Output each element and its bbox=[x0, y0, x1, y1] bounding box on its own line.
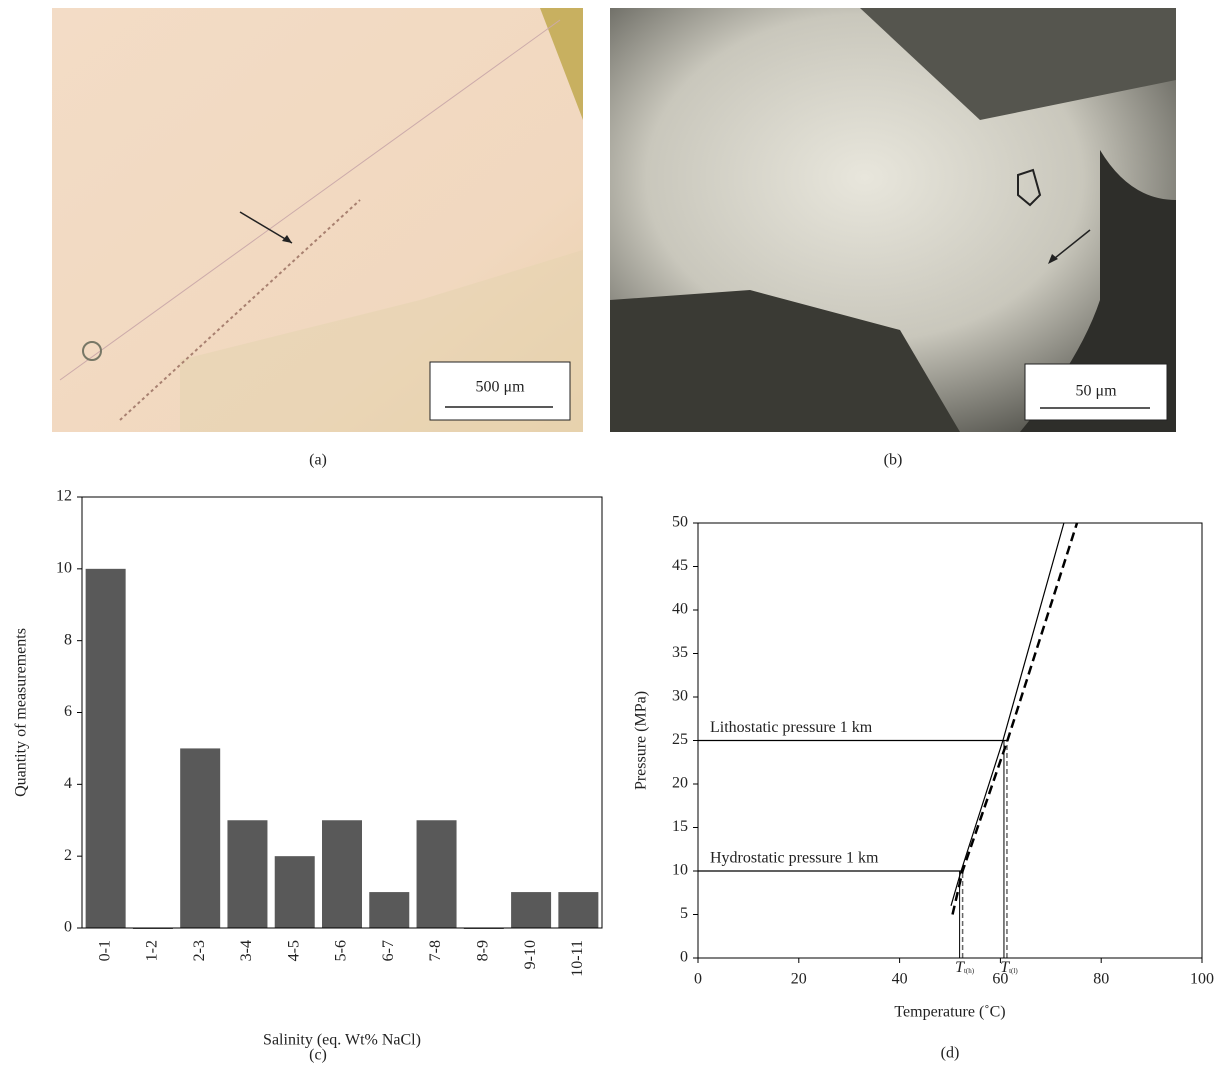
y-tick-label: 4 bbox=[64, 775, 72, 792]
x-tick-label: 100 bbox=[1190, 971, 1214, 988]
panel-label: (d) bbox=[941, 1045, 960, 1062]
bar bbox=[511, 892, 552, 928]
bar bbox=[85, 568, 126, 928]
x-tick-label: 6-7 bbox=[380, 940, 397, 961]
y-axis-label: Quantity of measurements bbox=[13, 628, 30, 797]
x-tick-label: 40 bbox=[892, 971, 908, 988]
bar bbox=[558, 892, 599, 928]
y-tick-label: 2 bbox=[64, 847, 72, 864]
photo-b bbox=[610, 8, 1176, 432]
y-tick-label: 50 bbox=[672, 514, 688, 531]
reference-label: Lithostatic pressure 1 km bbox=[710, 719, 873, 736]
x-tick-label: 80 bbox=[1093, 971, 1109, 988]
x-tick-label: 9-10 bbox=[522, 940, 539, 969]
plot-frame bbox=[697, 522, 1203, 959]
marker-label: Tt(h) bbox=[955, 959, 975, 976]
marker-subscript: t(h) bbox=[964, 967, 975, 975]
bar bbox=[180, 748, 221, 928]
bar bbox=[369, 892, 410, 928]
x-tick-label: 10-11 bbox=[569, 940, 586, 977]
panel-label: (a) bbox=[309, 452, 327, 469]
line bbox=[950, 522, 1065, 906]
marker-label: Tt(l) bbox=[1000, 959, 1018, 976]
y-axis-label: Pressure (MPa) bbox=[633, 691, 650, 790]
x-tick-label: 20 bbox=[791, 971, 807, 988]
bar bbox=[274, 856, 315, 928]
scale-bar-label: 500 μm bbox=[475, 379, 525, 396]
x-tick-label: 0-1 bbox=[96, 940, 113, 961]
y-tick-label: 20 bbox=[672, 775, 688, 792]
bar bbox=[322, 820, 362, 928]
x-tick-label: 5-6 bbox=[333, 940, 350, 961]
marker-subscript: t(l) bbox=[1009, 967, 1018, 975]
y-tick-label: 45 bbox=[672, 557, 688, 574]
x-tick-label: 0 bbox=[694, 971, 702, 988]
y-tick-label: 12 bbox=[56, 488, 72, 505]
y-tick-label: 0 bbox=[64, 919, 72, 936]
scale-bar-label: 50 μm bbox=[1075, 383, 1117, 400]
line bbox=[951, 522, 1079, 915]
reference-label: Hydrostatic pressure 1 km bbox=[710, 850, 879, 867]
x-axis-label: Temperature (˚C) bbox=[894, 1004, 1005, 1021]
y-tick-label: 10 bbox=[672, 862, 688, 879]
panel-label: (b) bbox=[884, 452, 903, 469]
photo-a bbox=[52, 8, 583, 432]
marker-symbol: T bbox=[1000, 959, 1010, 976]
y-tick-label: 25 bbox=[672, 731, 688, 748]
x-tick-label: 60 bbox=[992, 971, 1008, 988]
plot-frame bbox=[81, 496, 603, 929]
panel-label: (c) bbox=[309, 1047, 327, 1064]
y-tick-label: 0 bbox=[680, 949, 688, 966]
x-tick-label: 3-4 bbox=[238, 940, 255, 961]
x-tick-label: 8-9 bbox=[474, 940, 491, 961]
bar bbox=[227, 820, 268, 928]
y-tick-label: 35 bbox=[672, 644, 688, 661]
x-tick-label: 1-2 bbox=[144, 940, 161, 961]
y-tick-label: 15 bbox=[672, 818, 688, 835]
y-tick-label: 6 bbox=[64, 703, 72, 720]
y-tick-label: 40 bbox=[672, 601, 688, 618]
y-tick-label: 5 bbox=[680, 905, 688, 922]
x-tick-label: 2-3 bbox=[191, 940, 208, 961]
y-tick-label: 30 bbox=[672, 688, 688, 705]
x-axis-label: Salinity (eq. Wt% NaCl) bbox=[263, 1032, 421, 1049]
y-tick-label: 10 bbox=[56, 560, 72, 577]
y-tick-label: 8 bbox=[64, 631, 72, 648]
x-tick-label: 7-8 bbox=[427, 940, 444, 961]
bar bbox=[416, 820, 457, 928]
marker-symbol: T bbox=[955, 959, 965, 976]
x-tick-label: 4-5 bbox=[285, 940, 302, 961]
